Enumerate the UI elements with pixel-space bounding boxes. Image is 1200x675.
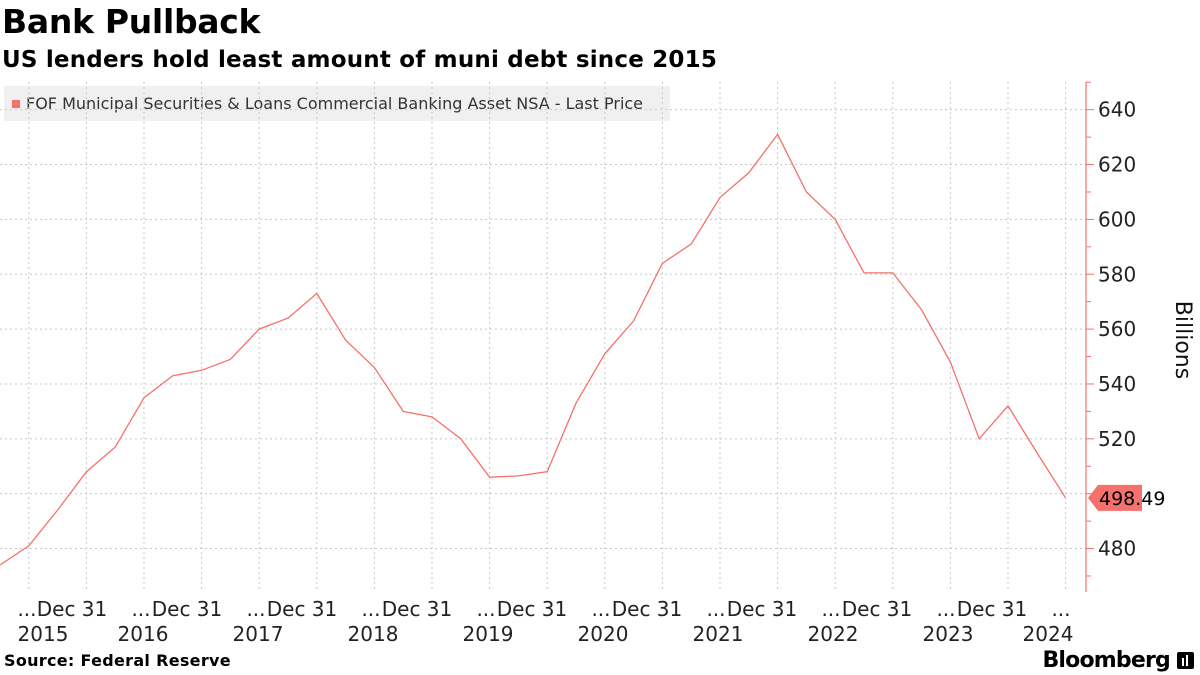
x-tick-label: Dec 31 — [497, 597, 568, 621]
x-tick-label: Dec 31 — [727, 597, 798, 621]
y-tick-label: 640 — [1098, 98, 1136, 122]
y-axis: 480 520 540 560 580 600 620 640 — [1085, 81, 1136, 592]
x-year-label: 2015 — [18, 622, 69, 646]
x-year-label: 2024 — [1023, 622, 1074, 646]
x-tick-label: Dec 31 — [382, 597, 453, 621]
x-tick-label: ... — [936, 597, 955, 621]
chart-subtitle: US lenders hold least amount of muni deb… — [2, 47, 718, 73]
y-tick-label: 600 — [1098, 207, 1136, 231]
x-year-label: 2022 — [808, 622, 859, 646]
x-tick-label: ... — [246, 597, 265, 621]
legend-label: FOF Municipal Securities & Loans Commerc… — [26, 94, 644, 113]
x-year-label: 2018 — [348, 622, 399, 646]
x-tick-label: ... — [821, 597, 840, 621]
series: 498.49 — [0, 133, 1165, 566]
x-tick-label: ... — [131, 597, 150, 621]
x-tick-label: ... — [706, 597, 725, 621]
x-tick-label: Dec 31 — [957, 597, 1028, 621]
x-tick-label: ... — [361, 597, 380, 621]
x-year-label: 2021 — [693, 622, 744, 646]
y-tick-label: 620 — [1098, 153, 1136, 177]
x-tick-label: Dec 31 — [612, 597, 683, 621]
x-tick-label: Dec 31 — [267, 597, 338, 621]
y-tick-label: 540 — [1098, 372, 1136, 396]
last-value-label: 498.49 — [1099, 488, 1165, 510]
legend-swatch — [12, 99, 20, 108]
x-axis: ... Dec 31... Dec 31... Dec 31... Dec 31... D… — [17, 597, 1073, 646]
x-tick-label: ... — [476, 597, 495, 621]
x-tick-label: ... — [1051, 597, 1070, 621]
x-year-label: 2016 — [118, 622, 169, 646]
series-line — [0, 133, 1067, 566]
legend: FOF Municipal Securities & Loans Commerc… — [4, 86, 670, 121]
x-tick-label: ... — [17, 597, 36, 621]
y-tick-label: 480 — [1098, 537, 1136, 561]
brand-logo: Bloomberg — [1042, 648, 1170, 673]
x-tick-label: Dec 31 — [152, 597, 223, 621]
x-year-label: 2019 — [463, 622, 514, 646]
x-year-label: 2017 — [233, 622, 284, 646]
x-tick-label: Dec 31 — [37, 597, 108, 621]
y-tick-label: 580 — [1098, 262, 1136, 286]
y-tick-label: 560 — [1098, 317, 1136, 341]
x-year-label: 2020 — [578, 622, 629, 646]
last-value-tag — [1088, 484, 1142, 511]
x-tick-label: ... — [591, 597, 610, 621]
bloomberg-terminal-icon — [1177, 652, 1194, 669]
source-note: Source: Federal Reserve — [4, 651, 231, 670]
x-tick-label: Dec 31 — [842, 597, 913, 621]
y-tick-label: 520 — [1098, 427, 1136, 451]
chart-title: Bank Pullback — [2, 2, 261, 41]
grid-lines — [0, 82, 1086, 592]
y-axis-label: Billions — [1170, 301, 1195, 379]
x-year-label: 2023 — [923, 622, 974, 646]
